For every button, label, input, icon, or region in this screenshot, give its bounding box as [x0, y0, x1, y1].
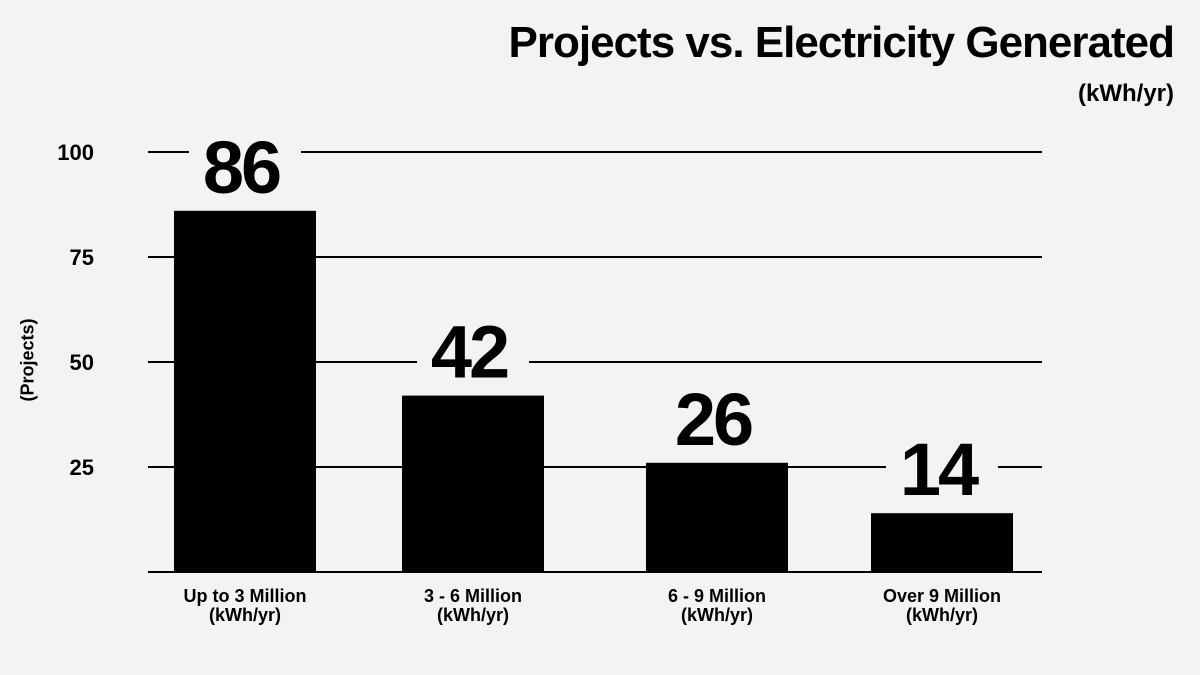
y-tick-label: 75	[70, 245, 94, 270]
y-tick-label: 100	[57, 140, 94, 165]
y-tick-label: 25	[70, 455, 94, 480]
bar	[871, 513, 1013, 572]
y-tick-labels: 25 50 75 100	[57, 140, 94, 480]
x-tick-label: (kWh/yr)	[681, 605, 753, 625]
x-tick-label: (kWh/yr)	[209, 605, 281, 625]
value-labels: 86 42 26 14	[189, 126, 998, 511]
chart-title: Projects vs. Electricity Generated	[508, 18, 1175, 67]
y-tick-label: 50	[70, 350, 94, 375]
value-label: 42	[431, 311, 508, 394]
value-label: 26	[675, 378, 752, 461]
bar	[402, 395, 544, 572]
value-label-backdrop	[661, 386, 773, 451]
x-tick-label: Up to 3 Million	[184, 586, 307, 606]
value-label-backdrop	[886, 437, 998, 502]
value-label: 86	[203, 126, 280, 209]
value-label: 14	[900, 428, 979, 511]
value-label-backdrop	[189, 134, 301, 199]
bar	[174, 210, 316, 573]
x-tick-label: (kWh/yr)	[906, 605, 978, 625]
value-label-backdrop	[417, 319, 529, 384]
x-tick-label: Over 9 Million	[883, 586, 1001, 606]
x-tick-label: 3 - 6 Million	[424, 586, 522, 606]
chart-subtitle: (kWh/yr)	[1078, 80, 1174, 107]
category-labels: Up to 3 Million(kWh/yr)3 - 6 Million(kWh…	[184, 586, 1002, 625]
bars	[174, 210, 1013, 573]
bar	[646, 462, 788, 572]
x-tick-label: (kWh/yr)	[437, 605, 509, 625]
x-tick-label: 6 - 9 Million	[668, 586, 766, 606]
